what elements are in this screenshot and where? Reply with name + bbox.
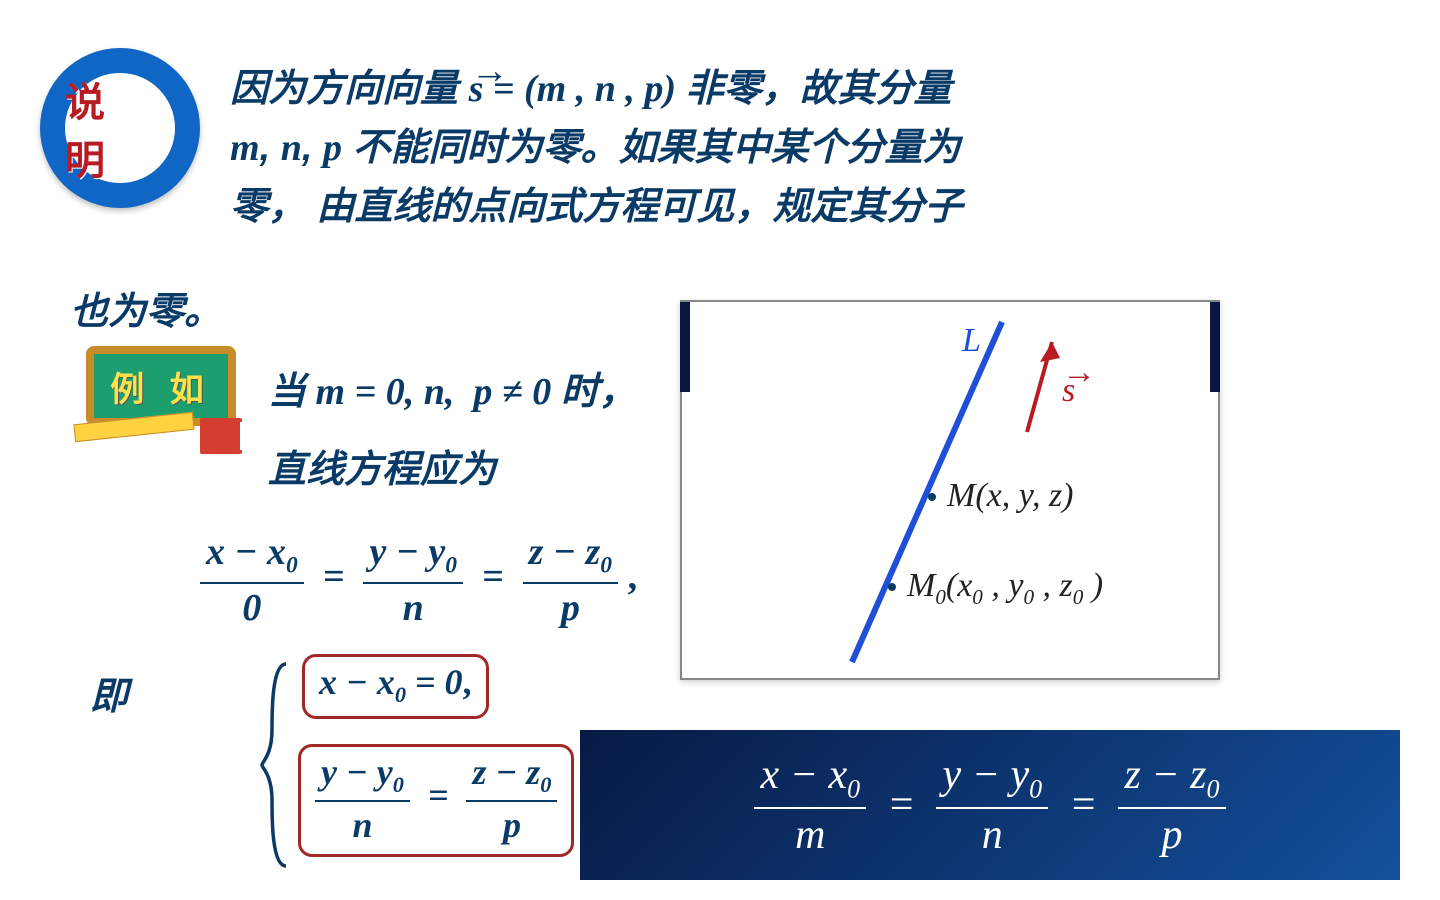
- brace-icon: [260, 660, 290, 870]
- ex-when-a: 当: [268, 371, 316, 413]
- ex-when-b: 时，: [561, 371, 637, 413]
- line-diagram: L →s M(x, y, z) M0(x0 , y0 , z0 ): [680, 300, 1220, 680]
- p1-vec: s→ = (m , n , p): [469, 68, 686, 110]
- boxed-eq-1: x − x0 = 0,: [302, 654, 489, 719]
- diagram-label-M: M(x, y, z): [947, 477, 1074, 515]
- p4: 也为零。: [70, 280, 222, 335]
- book-icon: [200, 418, 242, 454]
- badge-shuoming-label: 说 明: [65, 73, 175, 183]
- ex-when-math: m = 0, n, p ≠ 0: [316, 371, 552, 413]
- badge-shuoming: 说 明: [40, 48, 200, 208]
- badge-liru-label: 例 如: [86, 346, 236, 426]
- equation-cases: x − x0 = 0, y − y0n = z − z0p 。: [260, 660, 600, 890]
- p2-rest: 不能同时为零。如果其中某个分量为: [353, 127, 961, 169]
- p1b: 非零，故其分量: [686, 68, 952, 110]
- badge-liru: 例 如: [80, 340, 245, 455]
- explanation-paragraph: 因为方向向量 s→ = (m , n , p) 非零，故其分量 m, n, p …: [230, 60, 1390, 237]
- diagram-label-M0: M0(x0 , y0 , z0 ): [907, 567, 1103, 610]
- p3: 零， 由直线的点向式方程可见，规定其分子: [230, 186, 963, 228]
- example-should: 直线方程应为: [268, 438, 496, 493]
- formula-panel: x − x0m = y − y0n = z − z0p: [580, 730, 1400, 880]
- example-condition: 当 m = 0, n, p ≠ 0 时，: [268, 360, 637, 415]
- ji-label: 即: [90, 665, 128, 720]
- p1a: 因为方向向量: [230, 68, 469, 110]
- boxed-eq-2: y − y0n = z − z0p: [298, 744, 574, 857]
- diagram-label-s: →s: [1062, 372, 1075, 410]
- equation-symmetric: x − x00 = y − y0n = z − z0p ,: [200, 530, 637, 630]
- diagram-label-L: L: [962, 322, 981, 360]
